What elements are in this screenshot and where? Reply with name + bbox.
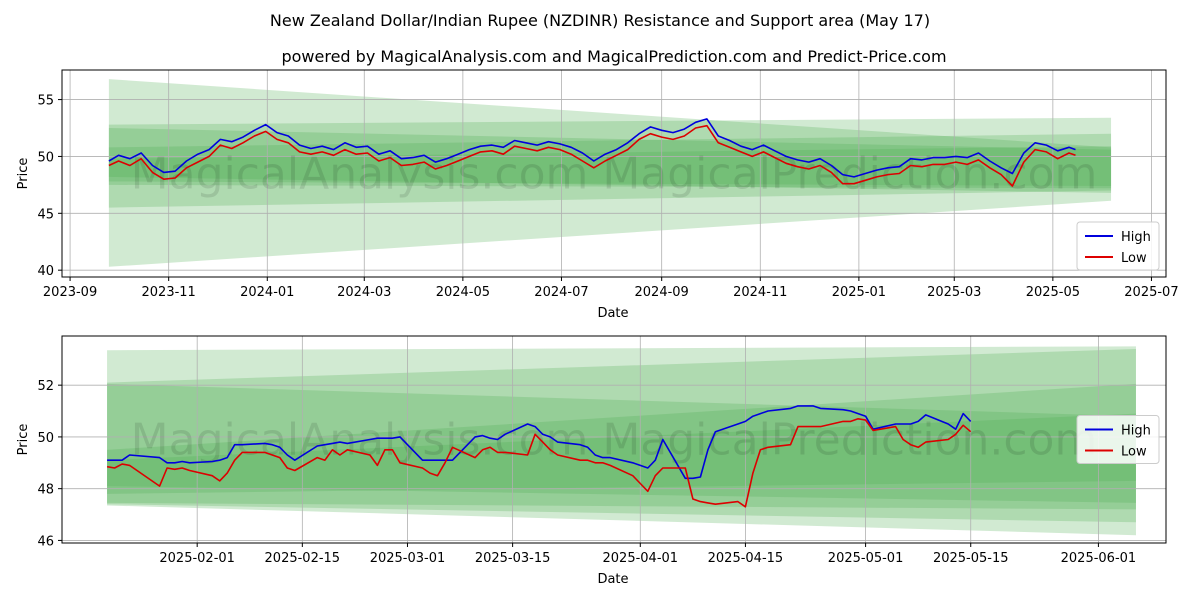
- top-x-tick-label-8: 2025-01: [832, 285, 886, 300]
- bottom-band-3: [107, 383, 1136, 510]
- bottom-x-tick-label-1: 2025-02-15: [265, 551, 341, 566]
- bottom-grid: [62, 336, 1166, 543]
- bottom-y-axis-label: Price: [16, 424, 31, 456]
- top-x-tick-label-6: 2024-09: [635, 285, 689, 300]
- top-series: [108, 118, 1076, 187]
- bottom-y-tick-label-3: 52: [37, 379, 54, 394]
- bottom-band-2: [107, 348, 1136, 523]
- top-x-tick-label-10: 2025-05: [1026, 285, 1080, 300]
- bottom-x-tick-label-6: 2025-05-01: [828, 551, 904, 566]
- top-series-high: [108, 118, 1076, 178]
- bottom-band-4: [107, 383, 1136, 503]
- bottom-band-5: [107, 413, 1136, 494]
- chart-subtitle: powered by MagicalAnalysis.com and Magic…: [281, 47, 946, 66]
- bottom-x-tick-label-8: 2025-06-01: [1061, 551, 1137, 566]
- bottom-watermark: MagicalAnalysis.com MagicalPrediction.co…: [131, 415, 1098, 466]
- bottom-x-axis-label: Date: [597, 572, 628, 587]
- top-x-tick-label-3: 2024-03: [337, 285, 391, 300]
- top-y-axis-label: Price: [16, 158, 31, 190]
- top-x-tick-label-11: 2025-07: [1124, 285, 1178, 300]
- top-ticks: 2023-09 2023-11 2024-01 2024-03 2024-05 2024-…: [37, 94, 1178, 300]
- bottom-series: [106, 405, 972, 508]
- top-x-tick-label-2: 2024-01: [240, 285, 294, 300]
- bottom-series-low: [106, 417, 972, 508]
- top-y-tick-label-1: 45: [37, 207, 54, 222]
- bottom-legend-label-high: High: [1121, 424, 1151, 439]
- top-bands: [108, 79, 1112, 267]
- bottom-band-1: [107, 346, 1136, 536]
- bottom-ticks: 2025-02-01 2025-02-15 2025-03-01 2025-03-15…: [37, 379, 1136, 566]
- top-x-axis-label: Date: [597, 306, 628, 321]
- top-y-tick-label-3: 55: [37, 94, 54, 109]
- top-x-tick-label-1: 2023-11: [142, 285, 196, 300]
- top-x-tick-label-4: 2024-05: [436, 285, 490, 300]
- bottom-legend-label-low: Low: [1121, 445, 1147, 460]
- top-legend-label-high: High: [1121, 230, 1151, 245]
- chart-title: New Zealand Dollar/Indian Rupee (NZDINR)…: [270, 11, 930, 30]
- top-x-tick-label-0: 2023-09: [43, 285, 97, 300]
- bottom-series-high: [107, 405, 972, 480]
- top-x-tick-label-5: 2024-07: [534, 285, 588, 300]
- top-legend-label-low: Low: [1121, 251, 1147, 266]
- top-band-4: [108, 133, 1112, 193]
- top-band-3: [108, 128, 1112, 187]
- top-x-tick-label-9: 2025-03: [927, 285, 981, 300]
- panel-top: MagicalAnalysis.com MagicalPrediction.co…: [16, 69, 1179, 321]
- bottom-y-tick-label-1: 48: [37, 483, 54, 498]
- bottom-axes-frame: [61, 335, 1167, 544]
- bottom-x-tick-label-5: 2025-04-15: [708, 551, 784, 566]
- top-band-1: [108, 79, 1112, 267]
- bottom-bands: [107, 346, 1136, 536]
- top-y-tick-label-0: 40: [37, 264, 54, 279]
- bottom-x-tick-label-3: 2025-03-15: [475, 551, 551, 566]
- top-y-tick-label-2: 50: [37, 150, 54, 165]
- top-legend: High Low: [1076, 221, 1160, 271]
- top-x-tick-label-7: 2024-11: [733, 285, 787, 300]
- bottom-x-tick-label-2: 2025-03-01: [370, 551, 446, 566]
- bottom-y-tick-label-0: 46: [37, 534, 54, 549]
- bottom-x-tick-label-4: 2025-04-01: [603, 551, 679, 566]
- bottom-y-tick-label-2: 50: [37, 431, 54, 446]
- panel-bottom: MagicalAnalysis.com MagicalPrediction.co…: [16, 335, 1167, 587]
- bottom-x-tick-label-0: 2025-02-01: [159, 551, 235, 566]
- top-axes-frame: [61, 69, 1167, 278]
- bottom-x-tick-label-7: 2025-05-15: [933, 551, 1009, 566]
- top-series-low: [108, 124, 1076, 187]
- bottom-legend: High Low: [1076, 415, 1160, 464]
- top-band-2: [108, 117, 1112, 208]
